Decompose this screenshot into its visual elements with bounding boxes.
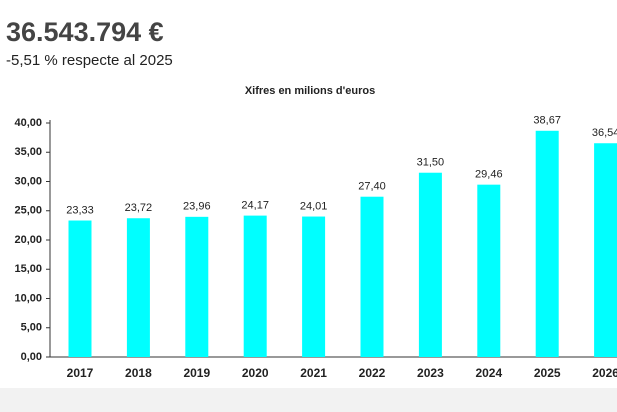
bar — [185, 216, 209, 357]
y-tick-label: 40,00 — [14, 117, 42, 129]
value-label: 31,50 — [417, 157, 445, 169]
bar — [360, 196, 384, 357]
x-tick-label: 2021 — [300, 366, 327, 380]
value-label: 27,40 — [358, 181, 386, 193]
y-tick-label: 15,00 — [14, 263, 42, 275]
change: -5,51 % respecte al 2025 — [6, 52, 173, 69]
x-tick-label: 2025 — [534, 366, 561, 380]
chart-title: Xifres en milions d'euros — [245, 85, 375, 97]
value-label: 23,96 — [183, 201, 211, 213]
x-tick-label: 2020 — [242, 366, 269, 380]
value-label: 29,46 — [475, 169, 503, 181]
value-label: 36,54 — [592, 127, 617, 139]
value-label: 23,33 — [66, 204, 94, 216]
x-tick-label: 2018 — [125, 366, 152, 380]
x-tick-label: 2023 — [417, 366, 444, 380]
value-label: 24,01 — [300, 200, 328, 212]
y-tick-label: 0,00 — [21, 351, 42, 363]
x-tick-label: 2026 — [592, 366, 617, 380]
x-tick-label: 2019 — [183, 366, 210, 380]
y-tick-label: 25,00 — [14, 205, 42, 217]
amount: 36.543.794 € — [6, 17, 164, 47]
bar — [477, 184, 501, 357]
y-tick-label: 5,00 — [21, 322, 42, 334]
x-tick-label: 2024 — [475, 366, 502, 380]
bar — [243, 215, 267, 357]
y-tick-label: 20,00 — [14, 234, 42, 246]
y-tick-label: 35,00 — [14, 146, 42, 158]
bar — [302, 216, 326, 357]
x-tick-label: 2022 — [359, 366, 386, 380]
bar — [535, 130, 559, 357]
footer-band — [0, 388, 617, 412]
value-label: 23,72 — [125, 202, 153, 214]
value-label: 38,67 — [533, 115, 561, 127]
bar — [418, 172, 442, 357]
y-tick-label: 10,00 — [14, 292, 42, 304]
y-tick-label: 30,00 — [14, 175, 42, 187]
value-label: 24,17 — [241, 200, 269, 212]
bar — [68, 220, 92, 357]
bar — [594, 143, 617, 357]
x-tick-label: 2017 — [67, 366, 94, 380]
bar — [126, 218, 150, 357]
